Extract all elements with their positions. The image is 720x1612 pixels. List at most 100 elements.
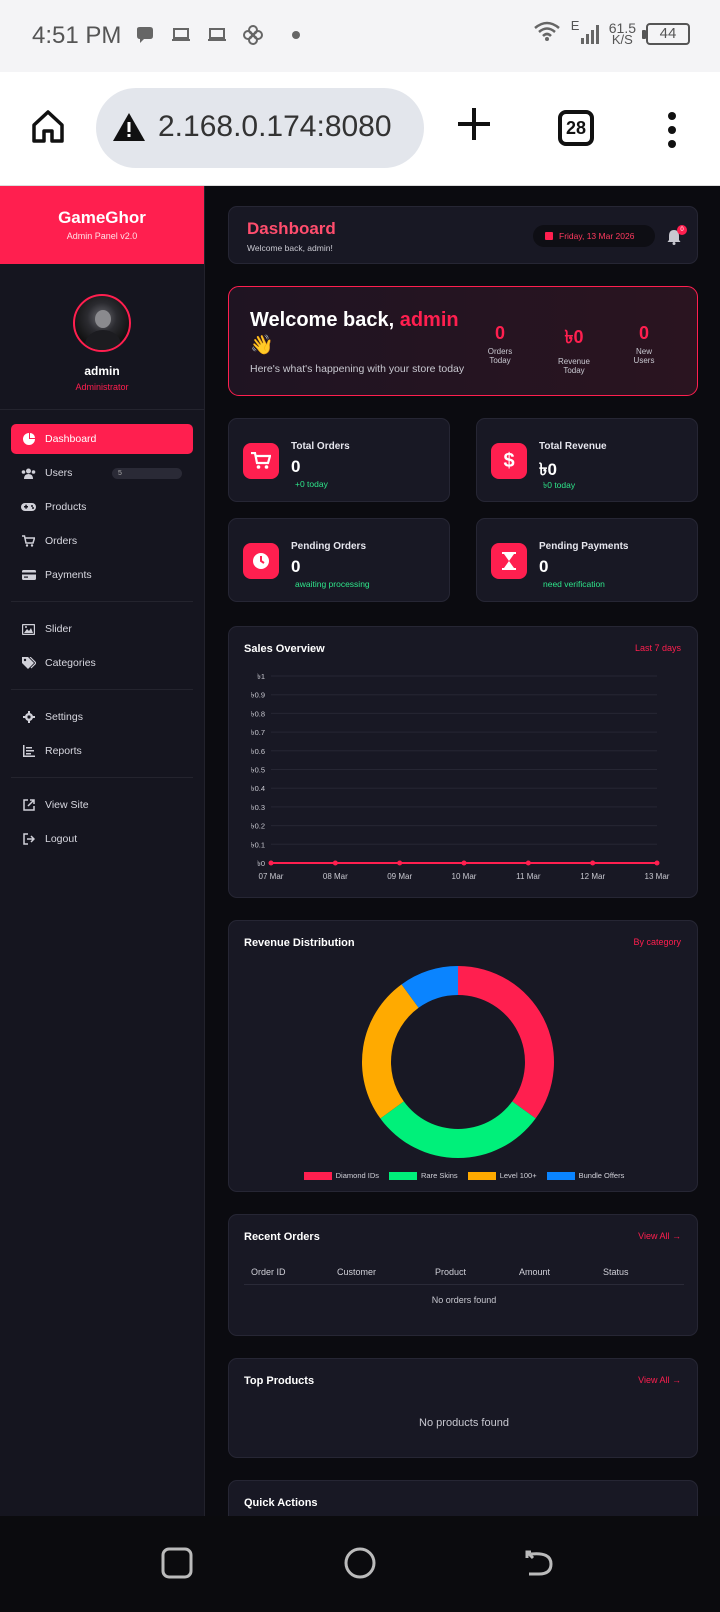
quick-actions-title: Quick Actions <box>244 1497 318 1509</box>
legend-item[interactable]: Diamond IDs <box>303 1171 379 1180</box>
recents-button[interactable] <box>160 1546 194 1580</box>
sidebar-item-products[interactable]: Products <box>11 492 193 522</box>
column-header[interactable]: Customer <box>337 1267 377 1277</box>
products-empty-state: No products found <box>419 1417 509 1429</box>
sidebar-item-users[interactable]: Users 5 <box>11 458 193 488</box>
external-link-icon <box>21 799 36 812</box>
stat-title: Total Revenue <box>539 441 607 452</box>
sidebar-item-categories[interactable]: Categories <box>11 648 193 678</box>
legend-swatch <box>303 1171 332 1180</box>
tab-switcher-button[interactable]: 28 <box>558 110 594 146</box>
logout-icon <box>21 833 36 846</box>
orders-table-header: Order ID Customer Product Amount Status <box>244 1263 684 1285</box>
x-tick-label: 12 Mar <box>580 872 605 881</box>
overflow-menu-icon[interactable] <box>666 112 678 148</box>
sidebar-item-slider[interactable]: Slider <box>11 614 193 644</box>
stat-value: 0 <box>539 557 549 576</box>
x-tick-label: 10 Mar <box>452 872 477 881</box>
sales-range[interactable]: Last 7 days <box>634 643 681 653</box>
stat-card-total-revenue[interactable]: $ Total Revenue ৳0 ৳0 today <box>476 418 698 502</box>
y-tick-label: ৳0.7 <box>251 728 265 737</box>
sidebar-item-label: Users <box>45 467 73 479</box>
system-nav-bar <box>0 1516 720 1612</box>
sidebar-item-orders[interactable]: Orders <box>11 526 193 556</box>
address-bar[interactable]: 2.168.0.174:8080 <box>96 88 424 168</box>
donut-slice <box>380 1101 536 1158</box>
sidebar: GameGhor Admin Panel v2.0 admin Administ… <box>0 186 205 1516</box>
y-tick-label: ৳0.4 <box>251 784 265 793</box>
stat-title: Pending Payments <box>539 541 629 552</box>
sidebar-item-view-site[interactable]: View Site <box>11 790 193 820</box>
gear-icon <box>21 711 36 724</box>
sidebar-item-label: Slider <box>45 623 72 635</box>
sidebar-item-payments[interactable]: Payments <box>11 560 193 590</box>
sidebar-item-label: Logout <box>45 833 78 845</box>
data-point <box>654 860 660 866</box>
y-tick-label: ৳1 <box>257 672 265 681</box>
data-point <box>397 860 403 866</box>
date-text: Friday, 13 Mar 2026 <box>559 231 635 241</box>
clock-icon <box>243 543 279 579</box>
y-tick-label: ৳0.1 <box>251 840 265 849</box>
warning-icon[interactable] <box>112 112 146 147</box>
legend-label: Rare Skins <box>421 1171 458 1180</box>
legend-label: Bundle Offers <box>578 1171 625 1180</box>
home-icon[interactable] <box>30 108 66 144</box>
revenue-filter[interactable]: By category <box>633 937 681 947</box>
column-header[interactable]: Order ID <box>251 1267 286 1277</box>
sidebar-item-reports[interactable]: Reports <box>11 736 193 766</box>
sidebar-item-logout[interactable]: Logout <box>11 824 193 854</box>
stat-revenue-today: ৳0 Revenue Today <box>557 327 591 375</box>
back-button[interactable] <box>523 1546 557 1580</box>
sidebar-nav: Dashboard Users 5 Products Orders <box>0 410 204 854</box>
sidebar-item-label: Payments <box>45 569 92 581</box>
clock: 4:51 PM <box>32 22 122 49</box>
notification-icons <box>134 24 300 46</box>
sidebar-item-label: Settings <box>45 711 83 723</box>
legend-item[interactable]: Bundle Offers <box>546 1171 625 1180</box>
calendar-icon <box>545 232 553 240</box>
home-button[interactable] <box>343 1546 377 1580</box>
new-tab-icon[interactable] <box>456 106 492 147</box>
quick-actions-card: Quick Actions <box>228 1480 698 1516</box>
nav-divider <box>11 601 193 602</box>
sales-line-chart: ৳0 ৳0.1 ৳0.2 ৳0.3 ৳0.4 ৳0.5 ৳0.6 ৳0.7 ৳0.8 ৳0.9 ৳1… <box>251 672 670 881</box>
sidebar-item-label: View Site <box>45 799 89 811</box>
column-header[interactable]: Status <box>603 1267 629 1277</box>
legend-label: Diamond IDs <box>335 1171 379 1180</box>
stat-card-pending-payments[interactable]: Pending Payments 0 need verification <box>476 518 698 602</box>
view-all-orders-link[interactable]: View All → <box>638 1231 681 1241</box>
legend-item[interactable]: Level 100+ <box>467 1171 537 1180</box>
brand[interactable]: GameGhor Admin Panel v2.0 <box>0 186 204 264</box>
system-icons: E 61.5 K/S 44 <box>533 18 690 47</box>
legend-item[interactable]: Rare Skins <box>389 1171 458 1180</box>
stat-card-pending-orders[interactable]: Pending Orders 0 awaiting processing <box>228 518 450 602</box>
top-products-title: Top Products <box>244 1375 315 1387</box>
page-header: Dashboard Welcome back, admin! Friday, 1… <box>228 206 698 264</box>
tags-icon <box>21 657 36 670</box>
revenue-title: Revenue Distribution <box>244 937 355 949</box>
donut-slice <box>362 984 419 1119</box>
y-tick-label: ৳0.9 <box>251 691 265 700</box>
chart-legend: Diamond IDs Rare Skins Level 100+ Bundle Of… <box>229 1171 699 1180</box>
view-all-products-link[interactable]: View All → <box>638 1375 681 1385</box>
y-tick-label: ৳0.6 <box>251 747 265 756</box>
url-text[interactable]: 2.168.0.174:8080 <box>158 110 392 143</box>
sidebar-item-settings[interactable]: Settings <box>11 702 193 732</box>
sales-title: Sales Overview <box>244 643 325 655</box>
net-speed: 61.5 K/S <box>608 19 636 47</box>
sidebar-item-label: Categories <box>45 657 96 669</box>
sidebar-item-label: Reports <box>45 745 82 757</box>
date-display: Friday, 13 Mar 2026 <box>533 225 655 247</box>
column-header[interactable]: Amount <box>519 1267 551 1277</box>
brand-subtitle: Admin Panel v2.0 <box>66 231 138 241</box>
stat-card-total-orders[interactable]: Total Orders 0 +0 today <box>228 418 450 502</box>
sidebar-item-dashboard[interactable]: Dashboard <box>11 424 193 454</box>
dollar-icon: $ <box>491 443 527 479</box>
user-profile: admin Administrator <box>0 264 204 410</box>
column-header[interactable]: Product <box>435 1267 467 1277</box>
report-icon <box>21 745 36 758</box>
legend-label: Level 100+ <box>499 1171 537 1180</box>
pinwheel-icon <box>242 24 264 46</box>
donut-slice <box>458 966 554 1119</box>
